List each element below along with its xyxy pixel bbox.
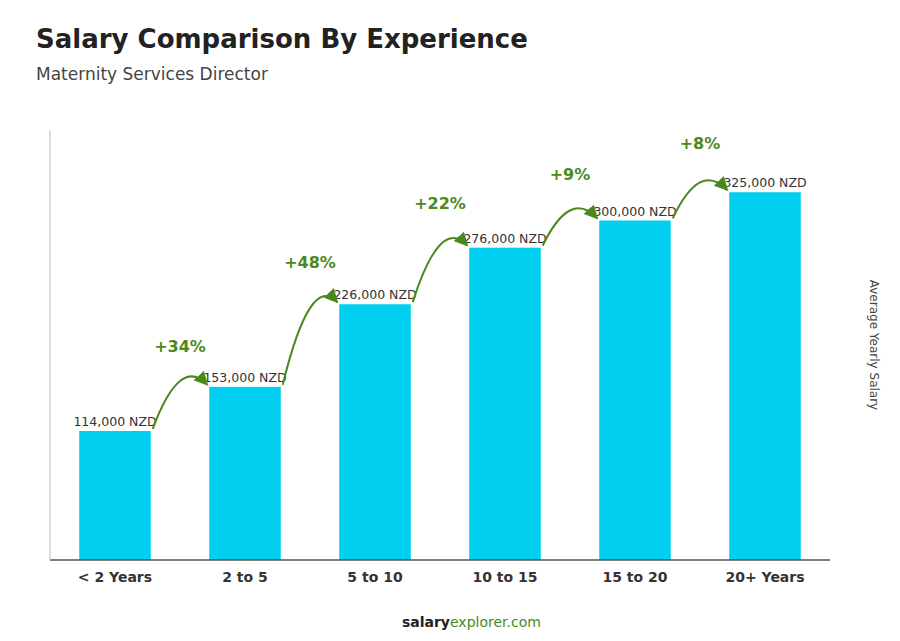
bar	[209, 387, 281, 560]
change-label: +34%	[154, 337, 206, 356]
data-label: 300,000 NZD	[593, 204, 676, 219]
data-label: 226,000 NZD	[333, 287, 416, 302]
data-label: 114,000 NZD	[73, 414, 156, 429]
y-axis-label: Average Yearly Salary	[867, 280, 881, 410]
change-label: +22%	[414, 194, 466, 213]
x-axis-line	[50, 559, 830, 561]
change-arrow	[413, 238, 468, 302]
change-arrow	[283, 296, 338, 385]
x-tick-label: 2 to 5	[222, 569, 268, 585]
change-label: +8%	[680, 134, 721, 153]
bar	[79, 431, 151, 560]
change-arrow	[673, 180, 728, 218]
x-tick-label: 10 to 15	[472, 569, 537, 585]
x-tick-label: < 2 Years	[78, 569, 152, 585]
data-label: 276,000 NZD	[463, 231, 546, 246]
chart-container: Salary Comparison By Experience Maternity…	[0, 0, 900, 641]
x-tick-label: 15 to 20	[602, 569, 667, 585]
change-label: +9%	[550, 165, 591, 184]
bars	[79, 192, 801, 560]
bar	[729, 192, 801, 560]
bar	[469, 248, 541, 560]
change-arrow	[543, 208, 598, 245]
change-arrow	[153, 376, 208, 429]
subtitle: Maternity Services Director	[36, 64, 268, 84]
change-label: +48%	[284, 253, 336, 272]
data-label: 153,000 NZD	[203, 370, 286, 385]
data-label: 325,000 NZD	[723, 175, 806, 190]
y-axis-line	[50, 130, 51, 560]
bar	[339, 304, 411, 560]
footer: salary	[402, 614, 450, 630]
bar	[599, 221, 671, 560]
chart: Salary Comparison By Experience Maternity…	[0, 0, 900, 641]
title: Salary Comparison By Experience	[36, 24, 528, 54]
x-tick-label: 20+ Years	[725, 569, 804, 585]
footer: explorer.com	[450, 614, 541, 630]
x-tick-label: 5 to 10	[347, 569, 403, 585]
